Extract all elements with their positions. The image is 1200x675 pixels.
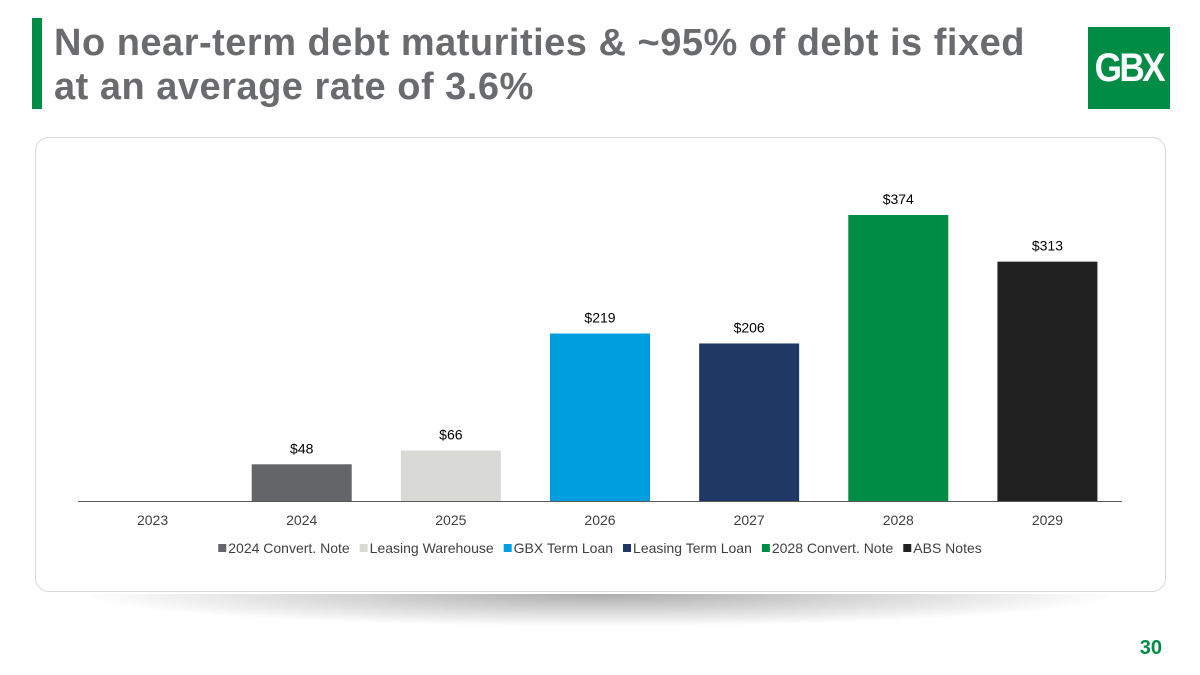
legend-label-1: Leasing Warehouse [370,540,494,556]
data-label-2029: $313 [1032,238,1063,254]
bar-2025 [400,450,501,501]
legend-swatch-0 [218,544,227,552]
gbx-logo: GBX [1088,27,1170,109]
x-tick-label-2029: 2029 [1032,512,1063,528]
legend-label-2: GBX Term Loan [514,540,613,556]
legend-label-0: 2024 Convert. Note [228,540,350,556]
x-tick-label-2027: 2027 [734,512,765,528]
x-tick-label-2026: 2026 [584,512,615,528]
legend-swatch-5 [903,544,912,552]
page-title: No near-term debt maturities & ~95% of d… [54,22,1025,108]
bar-2026 [550,333,650,501]
panel-shadow [90,594,1110,626]
data-label-2025: $66 [439,427,463,443]
x-tick-label-2028: 2028 [883,512,914,528]
bar-2028 [848,215,949,501]
page-number: 30 [1139,637,1162,659]
x-tick-label-2025: 2025 [435,512,466,528]
legend-label-4: 2028 Convert. Note [772,540,894,556]
bar-2029 [997,261,1098,501]
legend-swatch-3 [623,544,632,552]
logo-text: GBX [1094,45,1166,90]
legend-label-5: ABS Notes [913,540,981,556]
legend-swatch-2 [503,544,512,552]
legend-label-3: Leasing Term Loan [633,540,752,556]
bar-2024 [251,464,352,501]
data-label-2026: $219 [584,310,615,326]
legend-swatch-4 [761,544,770,552]
bar-2027 [699,343,800,501]
data-label-2028: $374 [883,191,914,207]
data-label-2027: $206 [734,319,765,335]
x-tick-label-2023: 2023 [137,512,168,528]
data-label-2024: $48 [290,440,314,456]
legend-swatch-1 [359,544,368,552]
x-tick-label-2024: 2024 [286,512,317,528]
title-accent-bar [32,18,42,109]
